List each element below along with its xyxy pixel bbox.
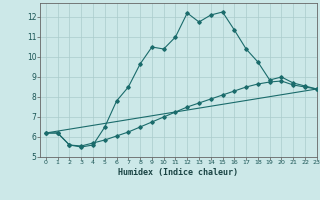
X-axis label: Humidex (Indice chaleur): Humidex (Indice chaleur): [118, 168, 238, 177]
